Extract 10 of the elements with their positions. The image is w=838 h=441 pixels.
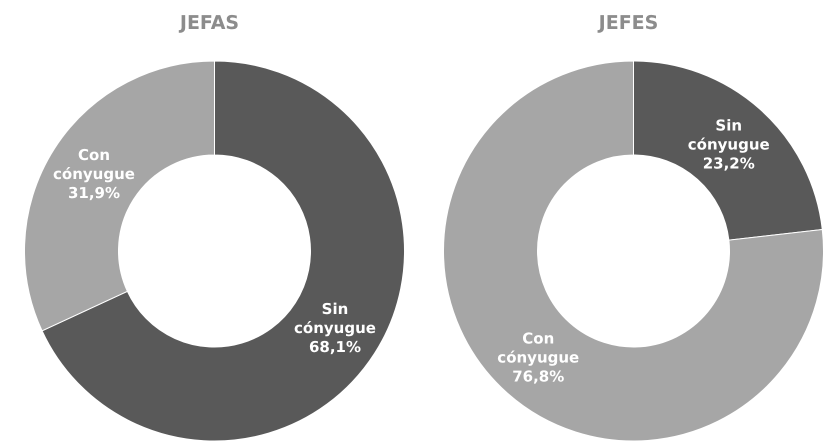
chart-title: JEFES [596, 12, 660, 34]
slice-label: Con cónyugue [53, 146, 135, 183]
slice-label: Sin cónyugue [294, 300, 376, 337]
data-label: 31,9% [68, 184, 120, 202]
data-label: 76,8% [512, 368, 564, 386]
slice-label: Sin cónyugue [688, 116, 770, 154]
data-label: 23,2% [702, 154, 755, 172]
chart-title: JEFAS [178, 12, 240, 34]
data-label: 68,1% [308, 338, 362, 356]
slice-label: Con cónyugue [497, 330, 580, 367]
